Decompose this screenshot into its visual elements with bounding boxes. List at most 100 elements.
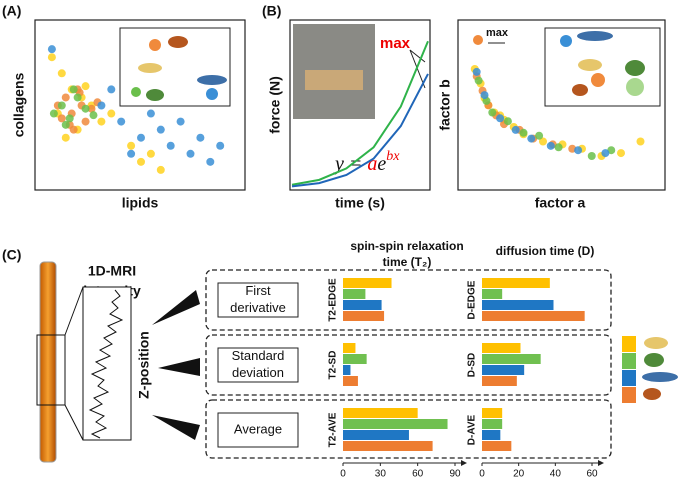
bar bbox=[482, 430, 501, 440]
point bbox=[81, 104, 90, 113]
point bbox=[57, 69, 66, 78]
x-tick-label: 60 bbox=[586, 469, 598, 480]
point bbox=[57, 114, 66, 123]
point bbox=[206, 157, 215, 166]
point bbox=[166, 141, 175, 150]
column-title: time (T₂) bbox=[383, 255, 432, 269]
bar bbox=[343, 408, 418, 418]
point bbox=[69, 85, 78, 94]
bar bbox=[343, 354, 367, 364]
x-tick-label: 30 bbox=[375, 469, 387, 480]
signal-frame bbox=[82, 286, 132, 441]
legend-swatch bbox=[622, 370, 636, 386]
point bbox=[97, 117, 106, 126]
icon bbox=[138, 63, 162, 73]
point bbox=[47, 53, 56, 62]
icon bbox=[644, 353, 664, 367]
feature-label: Average bbox=[234, 421, 282, 436]
point bbox=[546, 141, 555, 150]
x-axis-label: lipids bbox=[122, 195, 159, 211]
point bbox=[61, 133, 70, 142]
point bbox=[97, 101, 106, 110]
icon bbox=[625, 60, 645, 76]
x-tick-label: 0 bbox=[479, 469, 485, 480]
icon bbox=[626, 78, 644, 96]
bar bbox=[343, 430, 409, 440]
column-title: diffusion time (D) bbox=[496, 244, 595, 258]
x-axis-label: factor a bbox=[535, 195, 586, 211]
panel-label: (B) bbox=[262, 3, 281, 19]
icon bbox=[206, 88, 218, 100]
point bbox=[107, 85, 116, 94]
point bbox=[587, 152, 596, 160]
point bbox=[527, 134, 536, 143]
point bbox=[127, 149, 136, 158]
z-axis-label: Z-position bbox=[136, 331, 152, 399]
y-axis-label: force (N) bbox=[267, 76, 283, 134]
point bbox=[73, 93, 82, 102]
bar bbox=[482, 441, 512, 451]
point bbox=[65, 114, 74, 123]
bar bbox=[343, 343, 356, 353]
point bbox=[474, 76, 483, 85]
bar bbox=[343, 278, 392, 288]
point bbox=[196, 133, 205, 142]
feature-label-line: deviation bbox=[232, 365, 284, 380]
point bbox=[81, 117, 90, 126]
point bbox=[57, 101, 66, 110]
icon bbox=[473, 35, 483, 45]
bar-charts: spin-spin relaxation time (T₂) T2-EDGE T2-S… bbox=[217, 239, 636, 480]
point bbox=[554, 143, 563, 152]
icon bbox=[197, 75, 227, 85]
bar bbox=[343, 311, 385, 321]
point bbox=[488, 108, 497, 117]
legend-swatch bbox=[622, 387, 636, 403]
point bbox=[480, 91, 489, 100]
bar bbox=[343, 300, 382, 310]
selection-box bbox=[36, 334, 66, 406]
plot-frame bbox=[457, 19, 666, 191]
line bbox=[291, 73, 429, 188]
x-tick-label: 40 bbox=[550, 469, 562, 480]
connector bbox=[64, 286, 84, 336]
plot-frame bbox=[289, 19, 431, 191]
feature-box bbox=[217, 412, 299, 448]
point bbox=[156, 165, 165, 174]
annotation-arrow bbox=[409, 49, 426, 63]
feature-label: Standard deviation bbox=[232, 348, 285, 380]
bar bbox=[482, 419, 503, 429]
point bbox=[117, 117, 126, 126]
species-legend bbox=[642, 337, 678, 400]
icon bbox=[149, 39, 161, 51]
bar bbox=[343, 365, 351, 375]
point bbox=[535, 131, 544, 140]
icon bbox=[560, 35, 572, 47]
point bbox=[503, 117, 512, 126]
eq-base: e bbox=[377, 153, 386, 175]
y-axis-label: collagens bbox=[11, 73, 27, 138]
mri-label: 1D-MRI bbox=[88, 263, 136, 279]
eq-exponent: bx bbox=[386, 149, 400, 164]
annotation: max bbox=[380, 35, 411, 52]
row-box bbox=[205, 269, 612, 331]
eq-coef: a bbox=[367, 153, 377, 175]
feature-label-line: Standard bbox=[232, 348, 285, 363]
arrow bbox=[152, 290, 200, 325]
point bbox=[47, 45, 56, 54]
point bbox=[176, 117, 185, 126]
category-label: T2-AVE bbox=[328, 412, 339, 447]
bar bbox=[343, 289, 366, 299]
feature-label: First derivative bbox=[230, 283, 286, 315]
row-box bbox=[205, 334, 612, 396]
arrow bbox=[152, 415, 200, 440]
axis-arrow bbox=[598, 460, 604, 466]
category-label: T2-SD bbox=[328, 351, 339, 380]
row-box bbox=[205, 399, 612, 459]
icon bbox=[572, 84, 588, 96]
x-tick-label: 0 bbox=[340, 469, 346, 480]
y-axis-label: factor b bbox=[437, 79, 453, 130]
bar bbox=[482, 365, 525, 375]
bar bbox=[482, 289, 503, 299]
